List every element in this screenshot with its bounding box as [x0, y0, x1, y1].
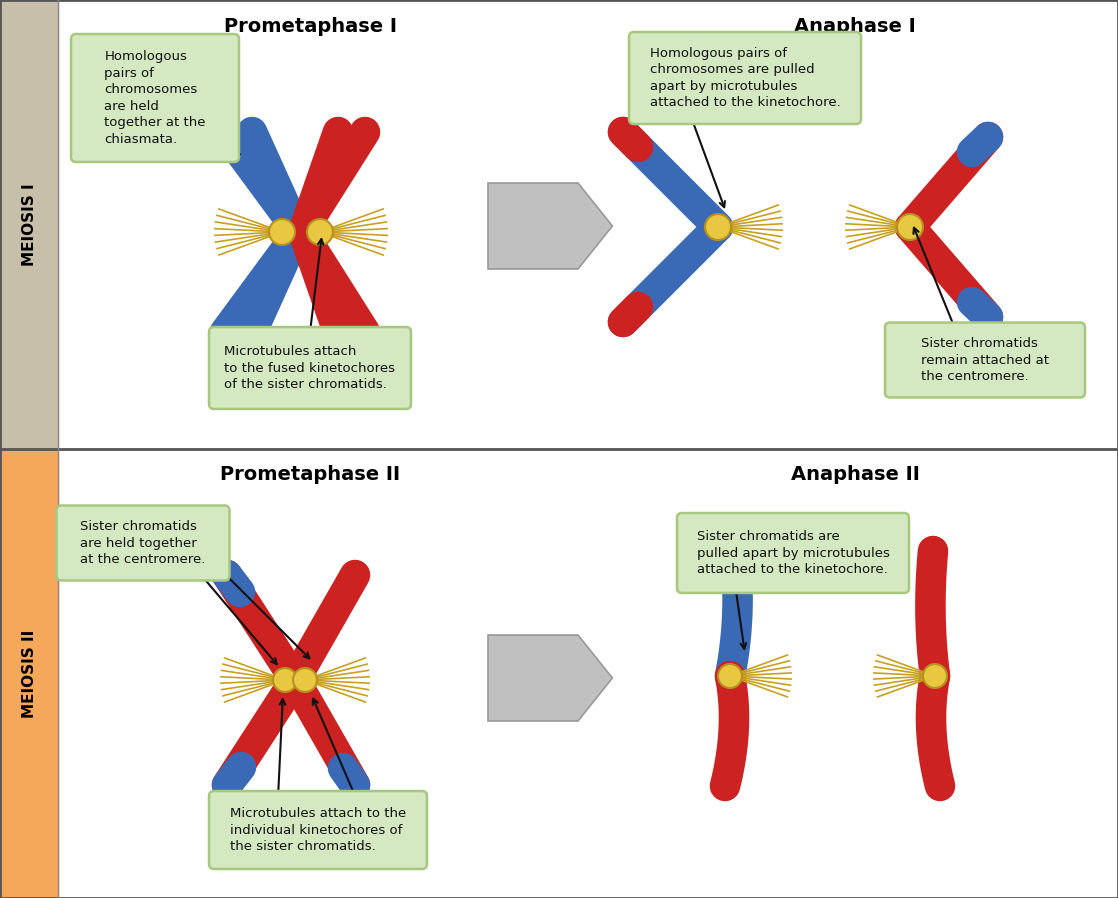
- Circle shape: [705, 214, 731, 240]
- FancyBboxPatch shape: [678, 513, 909, 593]
- Text: MEIOSIS II: MEIOSIS II: [21, 629, 37, 718]
- FancyBboxPatch shape: [629, 32, 861, 124]
- FancyBboxPatch shape: [209, 791, 427, 869]
- Text: Sister chromatids are
pulled apart by microtubules
attached to the kinetochore.: Sister chromatids are pulled apart by mi…: [697, 530, 890, 576]
- Text: Homologous pairs of
chromosomes are pulled
apart by microtubules
attached to the: Homologous pairs of chromosomes are pull…: [650, 47, 841, 110]
- Text: Microtubules attach
to the fused kinetochores
of the sister chromatids.: Microtubules attach to the fused kinetoc…: [225, 345, 396, 391]
- FancyBboxPatch shape: [72, 34, 239, 162]
- Text: Sister chromatids
are held together
at the centromere.: Sister chromatids are held together at t…: [80, 520, 206, 566]
- Circle shape: [269, 219, 295, 245]
- Circle shape: [293, 668, 318, 692]
- Polygon shape: [487, 183, 613, 269]
- FancyBboxPatch shape: [57, 506, 229, 580]
- Text: Anaphase II: Anaphase II: [790, 464, 919, 483]
- Circle shape: [897, 214, 923, 240]
- Circle shape: [718, 664, 742, 688]
- Polygon shape: [487, 635, 613, 721]
- Text: MEIOSIS I: MEIOSIS I: [21, 184, 37, 267]
- Bar: [0, 449, 1118, 898]
- Text: Prometaphase I: Prometaphase I: [224, 16, 397, 36]
- Bar: [0, 0, 58, 449]
- Circle shape: [307, 219, 333, 245]
- Text: Anaphase I: Anaphase I: [794, 16, 916, 36]
- Text: Microtubules attach to the
individual kinetochores of
the sister chromatids.: Microtubules attach to the individual ki…: [230, 807, 406, 853]
- FancyBboxPatch shape: [209, 327, 411, 409]
- Text: Sister chromatids
remain attached at
the centromere.: Sister chromatids remain attached at the…: [921, 337, 1049, 383]
- Circle shape: [923, 664, 947, 688]
- Circle shape: [273, 668, 297, 692]
- Bar: [0, 0, 1118, 449]
- FancyBboxPatch shape: [885, 322, 1084, 398]
- Text: Homologous
pairs of
chromosomes
are held
together at the
chiasmata.: Homologous pairs of chromosomes are held…: [104, 50, 206, 145]
- Bar: [0, 449, 58, 898]
- Text: Prometaphase II: Prometaphase II: [220, 464, 400, 483]
